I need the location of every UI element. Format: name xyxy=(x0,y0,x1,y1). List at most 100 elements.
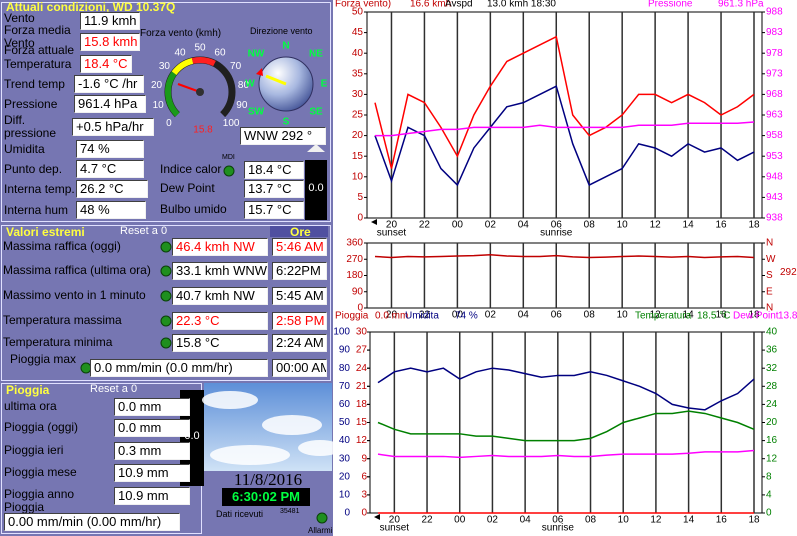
compass-point: NW xyxy=(248,49,265,60)
direction-box: WNW 292 ° xyxy=(240,127,326,145)
x-tick-label: 06 xyxy=(551,220,563,231)
rate-box: 0.00 mm/min (0.00 mm/hr) xyxy=(4,513,180,531)
series-line xyxy=(377,367,755,411)
y-tick-label: 12 xyxy=(356,435,368,446)
x-tick-label: 10 xyxy=(618,515,630,526)
compass-point: S xyxy=(283,117,290,128)
value-box: 22.3 °C xyxy=(172,312,268,330)
label: Pioggia (oggi) xyxy=(4,420,79,434)
x-tick-label: 04 xyxy=(518,310,530,321)
compass-point: E xyxy=(321,79,328,90)
series-line xyxy=(374,35,755,169)
y-tick-label: 983 xyxy=(766,27,783,38)
y-tick-label: 20 xyxy=(339,471,351,482)
gauge-tick-label: 0 xyxy=(166,118,172,129)
gauge-tick-label: 70 xyxy=(230,61,242,72)
value-box: 13.7 °C xyxy=(244,180,304,198)
chart-header: Pioggia xyxy=(335,311,369,322)
y-tick-label: W xyxy=(766,254,776,265)
value-box: 40.7 kmh NW xyxy=(172,287,268,305)
series-line xyxy=(374,85,755,187)
y-tick-label: 40 xyxy=(352,48,364,59)
gauge-hub xyxy=(196,88,204,96)
label: Umidita xyxy=(4,142,45,156)
value-box: -1.6 °C /hr xyxy=(74,75,144,93)
value-box: 33.1 kmh WNW xyxy=(172,262,268,280)
y-tick-label: 24 xyxy=(356,363,368,374)
x-tick-label: 22 xyxy=(421,515,433,526)
value-box: 961.4 hPa xyxy=(74,95,146,113)
x-tick-label: 16 xyxy=(716,515,728,526)
y-tick-label: 10 xyxy=(339,490,351,501)
x-tick-label: 12 xyxy=(650,310,662,321)
y-tick-label: 18 xyxy=(356,399,368,410)
plot-area xyxy=(369,331,763,514)
label: Interna temp. xyxy=(4,182,75,196)
gauge-arc xyxy=(191,57,216,67)
x-tick-label: 14 xyxy=(683,220,695,231)
y-tick-label: 27 xyxy=(356,345,368,356)
label: Temperatura minima xyxy=(3,335,113,349)
value-box: 10.9 mm xyxy=(114,464,190,482)
chart-header: 961.3 hPa xyxy=(718,0,764,10)
x-tick-label: 02 xyxy=(487,515,499,526)
x-tick-label: 18 xyxy=(748,310,760,321)
value-box: 11.9 kmh xyxy=(80,12,140,30)
y-tick-label: 5 xyxy=(357,192,363,203)
plot-area xyxy=(366,242,763,309)
value-box: +0.5 hPa/hr xyxy=(72,118,154,136)
x-tick-label: 20 xyxy=(386,310,398,321)
axis-marker xyxy=(371,219,377,225)
chart-header: 16.6 kmh xyxy=(410,0,451,10)
chart-header: Forza vento) xyxy=(335,0,391,10)
y-tick-label: 9 xyxy=(361,453,367,464)
x-tick-label: 16 xyxy=(715,220,727,231)
compass-point: N xyxy=(282,41,289,52)
cloud xyxy=(262,415,322,435)
value-box: 10.9 mm xyxy=(114,487,190,505)
received-label: Dati ricevuti xyxy=(216,509,264,519)
gauge-tick-label: 20 xyxy=(151,80,163,91)
value-box: 0.0 mm xyxy=(114,419,190,437)
y-tick-label: 180 xyxy=(346,270,363,281)
cloud xyxy=(210,445,290,465)
compass-point: SE xyxy=(309,107,323,118)
compass-point: SW xyxy=(248,107,265,118)
gauge-title: Forza vento (kmh) xyxy=(140,28,222,39)
y-tick-label: 963 xyxy=(766,110,783,121)
y-tick-label: 0 xyxy=(766,508,772,519)
y-tick-label: 0 xyxy=(361,508,367,519)
status-led xyxy=(160,337,172,349)
value-box: 18.4 °C xyxy=(244,161,304,179)
date: 11/8/2016 xyxy=(233,470,303,489)
panel-frame xyxy=(1,225,331,381)
label: Massima raffica (ultima ora) xyxy=(3,263,151,277)
cloud xyxy=(298,440,342,456)
y-tick-label: 21 xyxy=(356,381,368,392)
status-led xyxy=(160,265,172,277)
label: Diff. pressione xyxy=(4,113,57,140)
y-tick-label: 30 xyxy=(356,327,368,338)
status-led xyxy=(316,512,328,524)
y-tick-label: 36 xyxy=(766,345,778,356)
y-tick-label: 24 xyxy=(766,399,778,410)
chart-header: 13.0 kmh 18:30 xyxy=(487,0,556,10)
series-line xyxy=(374,253,755,259)
y-tick-label: 40 xyxy=(766,327,778,338)
y-tick-label: 35 xyxy=(352,68,364,79)
y-tick-label: 0 xyxy=(357,213,363,224)
chart-header: 74 % xyxy=(455,311,478,322)
label: Forza attuale xyxy=(4,43,75,57)
y-tick-label: 968 xyxy=(766,89,783,100)
annotation: 292 xyxy=(780,267,797,278)
x-tick-label: 20 xyxy=(386,220,398,231)
y-tick-label: 45 xyxy=(352,27,364,38)
status-led xyxy=(160,241,172,253)
x-tick-label: 12 xyxy=(650,515,662,526)
y-tick-label: 25 xyxy=(352,110,364,121)
chart-header: Dew Point xyxy=(733,311,779,322)
label: Vento xyxy=(4,11,35,25)
y-tick-label: 0 xyxy=(357,303,363,314)
label: Punto dep. xyxy=(4,162,63,176)
